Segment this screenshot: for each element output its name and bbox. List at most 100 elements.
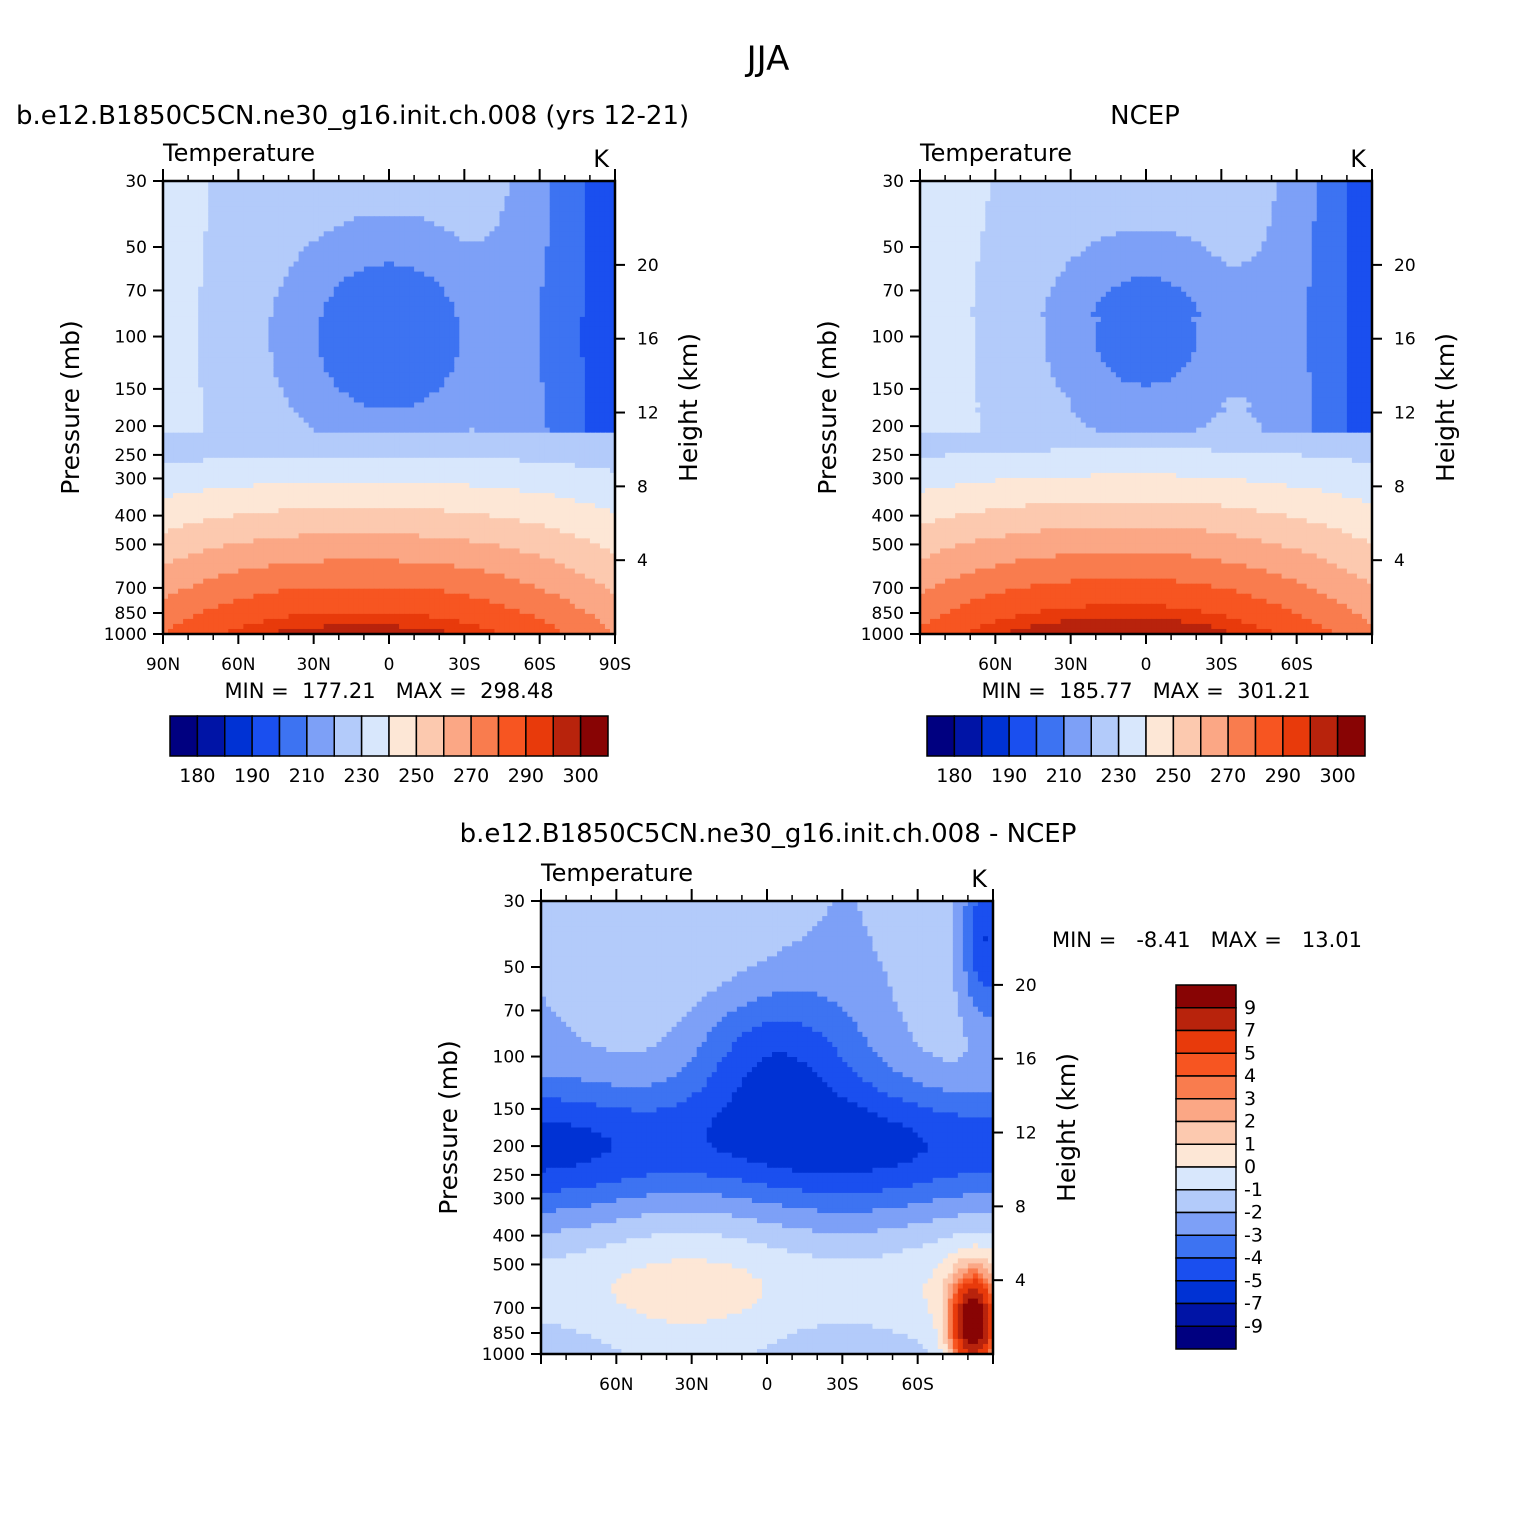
field-cell	[283, 206, 290, 212]
field-cell	[298, 211, 305, 217]
field-cell	[233, 311, 239, 318]
field-cell	[358, 266, 365, 273]
field-cell	[358, 412, 365, 419]
field-cell	[223, 236, 229, 242]
field-cell	[238, 221, 244, 227]
field-cell	[233, 246, 239, 253]
field-cell	[288, 452, 295, 459]
field-cell	[323, 352, 330, 358]
field-cell	[353, 397, 360, 404]
field-cell	[203, 216, 209, 222]
field-cell	[424, 412, 430, 419]
field-cell	[609, 241, 616, 248]
field-cell	[168, 181, 174, 187]
field-cell	[469, 261, 475, 268]
field-cell	[494, 256, 501, 263]
field-cell	[439, 216, 445, 222]
field-cell	[389, 332, 395, 338]
field-cell	[514, 357, 521, 363]
field-cell	[394, 392, 400, 399]
field-cell	[308, 357, 315, 363]
field-cell	[183, 281, 189, 288]
field-cell	[474, 417, 480, 424]
field-cell	[429, 442, 435, 449]
field-cell	[293, 266, 300, 273]
field-cell	[288, 447, 295, 454]
field-cell	[564, 221, 571, 227]
field-cell	[589, 311, 596, 318]
field-cell	[313, 417, 320, 424]
field-cell	[183, 241, 189, 248]
field-cell	[268, 256, 275, 263]
field-cell	[429, 392, 435, 399]
field-cell	[248, 256, 254, 263]
field-cell	[313, 306, 320, 313]
field-cell	[409, 316, 415, 323]
field-cell	[424, 206, 430, 212]
field-cell	[429, 226, 435, 232]
field-cell	[198, 332, 204, 338]
field-cell	[343, 392, 350, 399]
field-cell	[574, 367, 581, 373]
field-cell	[283, 241, 290, 248]
field-cell	[569, 397, 576, 404]
field-cell	[494, 397, 501, 404]
field-cell	[188, 191, 194, 197]
field-cell	[524, 402, 531, 409]
field-cell	[233, 382, 239, 388]
field-cell	[534, 241, 541, 248]
field-cell	[173, 181, 179, 187]
field-cell	[454, 311, 460, 318]
field-cell	[394, 422, 400, 429]
field-cell	[609, 372, 616, 378]
field-cell	[313, 412, 320, 419]
field-cell	[223, 276, 229, 283]
field-cell	[609, 266, 616, 273]
field-cell	[318, 271, 325, 278]
field-cell	[419, 251, 425, 258]
field-cell	[213, 221, 219, 227]
field-cell	[203, 427, 209, 434]
field-cell	[303, 201, 310, 207]
field-cell	[464, 271, 470, 278]
field-cell	[223, 321, 229, 328]
field-cell	[534, 291, 541, 298]
field-cell	[474, 246, 480, 253]
field-cell	[489, 246, 496, 253]
field-cell	[484, 437, 491, 444]
field-cell	[559, 306, 566, 313]
field-cell	[373, 412, 380, 419]
field-cell	[308, 211, 315, 217]
field-cell	[559, 402, 566, 409]
field-cell	[509, 271, 516, 278]
field-cell	[529, 226, 536, 232]
field-cell	[163, 316, 169, 323]
field-cell	[293, 231, 300, 237]
field-cell	[308, 236, 315, 242]
field-cell	[469, 326, 475, 333]
field-cell	[494, 251, 501, 258]
field-cell	[394, 241, 400, 248]
field-cell	[474, 427, 480, 434]
field-cell	[494, 276, 501, 283]
field-cell	[579, 201, 586, 207]
field-cell	[248, 326, 254, 333]
field-cell	[253, 372, 260, 378]
field-cell	[223, 211, 229, 217]
field-cell	[444, 442, 450, 449]
field-cell	[358, 246, 365, 253]
field-cell	[494, 226, 501, 232]
field-cell	[323, 402, 330, 409]
field-cell	[273, 281, 280, 288]
field-cell	[358, 332, 365, 338]
field-cell	[444, 382, 450, 388]
field-cell	[459, 397, 465, 404]
field-cell	[183, 422, 189, 429]
field-cell	[404, 437, 410, 444]
field-cell	[524, 276, 531, 283]
field-cell	[504, 236, 511, 242]
field-cell	[248, 382, 254, 388]
field-cell	[273, 216, 280, 222]
field-cell	[198, 337, 204, 343]
field-cell	[459, 316, 465, 323]
